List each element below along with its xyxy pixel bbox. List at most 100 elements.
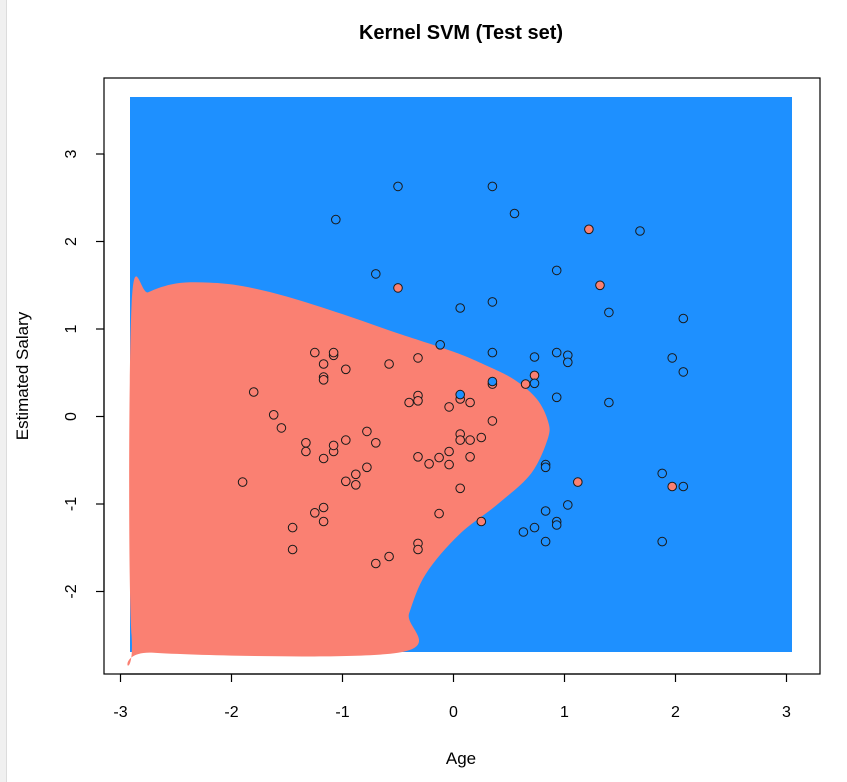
point-class-0	[393, 283, 403, 293]
x-tick-label: 1	[560, 704, 569, 721]
y-tick-label: 0	[63, 412, 80, 421]
point-class-0	[487, 416, 498, 426]
point-class-0	[310, 508, 320, 518]
point-class-0	[444, 446, 454, 457]
point-class-0	[287, 522, 298, 533]
point-class-0	[529, 370, 540, 381]
plot-area	[127, 97, 792, 666]
point-class-1	[551, 265, 562, 276]
point-class-0	[371, 558, 381, 569]
y-tick-label: -1	[63, 497, 80, 511]
point-class-1	[455, 303, 466, 313]
point-class-1	[563, 357, 573, 368]
point-class-0	[276, 423, 287, 433]
y-tick-label: 2	[63, 237, 80, 246]
point-class-0	[413, 452, 423, 462]
x-tick-label: 0	[449, 704, 458, 721]
x-tick-label: -2	[224, 704, 238, 721]
region-class-0	[127, 276, 550, 666]
point-class-0	[301, 446, 311, 457]
point-class-0	[520, 379, 531, 389]
point-class-0	[465, 452, 475, 462]
y-tick-label: -2	[63, 584, 80, 598]
point-class-0	[371, 438, 381, 448]
point-class-0	[444, 459, 454, 470]
point-class-1	[540, 506, 551, 516]
point-class-0	[248, 387, 259, 397]
point-class-1	[678, 367, 689, 377]
point-class-1	[551, 392, 562, 403]
point-class-1	[509, 208, 520, 219]
point-class-0	[455, 435, 466, 445]
y-axis: -2 -1 0 1 2 3	[63, 149, 105, 599]
point-class-1	[551, 347, 562, 358]
point-class-1	[529, 378, 540, 389]
point-class-1	[667, 353, 678, 363]
y-tick-label: 1	[63, 324, 80, 333]
point-class-0	[310, 347, 320, 358]
point-class-0	[318, 359, 329, 369]
point-class-0	[413, 353, 423, 363]
point-class-0	[465, 435, 475, 445]
point-class-0	[667, 481, 678, 492]
point-class-0	[404, 397, 414, 408]
point-class-0	[341, 364, 351, 375]
point-class-1	[487, 181, 498, 192]
x-tick-label: -1	[335, 704, 349, 721]
point-class-0	[328, 347, 339, 358]
point-class-0	[476, 516, 487, 527]
point-class-1	[657, 468, 668, 479]
point-class-1	[551, 520, 562, 530]
point-class-0	[318, 453, 329, 464]
point-class-0	[413, 396, 423, 406]
y-axis-label: Estimated Salary	[13, 311, 32, 440]
point-class-0	[237, 477, 248, 487]
point-class-1	[331, 214, 341, 225]
point-class-1	[635, 226, 645, 236]
point-class-1	[540, 462, 551, 473]
point-class-1	[455, 389, 466, 400]
point-class-1	[540, 536, 551, 547]
point-class-1	[371, 269, 381, 279]
point-class-0	[341, 476, 351, 487]
point-class-0	[476, 432, 487, 443]
x-tick-label: -3	[113, 704, 127, 721]
point-class-0	[424, 459, 434, 469]
data-points	[237, 181, 689, 569]
y-tick-label: 3	[63, 149, 80, 158]
point-class-0	[328, 440, 339, 451]
point-class-0	[413, 544, 423, 555]
point-class-0	[318, 516, 329, 527]
point-class-1	[435, 340, 446, 350]
point-class-1	[487, 376, 498, 387]
point-class-0	[573, 477, 583, 487]
point-class-1	[678, 313, 689, 324]
point-class-0	[584, 224, 594, 235]
point-class-1	[563, 500, 573, 510]
point-class-0	[362, 462, 372, 473]
point-class-0	[434, 452, 444, 463]
point-class-0	[318, 375, 329, 385]
point-class-0	[287, 544, 298, 555]
point-class-0	[455, 483, 466, 494]
x-axis-label: Age	[446, 749, 476, 768]
x-axis: -3 -2 -1 0 1 2 3	[113, 673, 791, 721]
point-class-0	[318, 502, 329, 513]
point-class-0	[268, 410, 279, 420]
point-class-1	[393, 181, 403, 192]
point-class-0	[444, 402, 454, 412]
point-class-0	[341, 435, 351, 445]
window-left-strip	[0, 0, 7, 782]
x-tick-label: 3	[782, 704, 791, 721]
point-class-1	[678, 481, 689, 492]
point-class-0	[351, 480, 361, 490]
chart-title: Kernel SVM (Test set)	[359, 22, 563, 44]
point-class-0	[595, 280, 605, 291]
point-class-0	[301, 438, 311, 448]
point-class-1	[487, 347, 498, 358]
point-class-1	[604, 307, 614, 318]
point-class-1	[529, 522, 540, 533]
point-class-1	[657, 536, 668, 547]
point-class-1	[518, 527, 529, 537]
